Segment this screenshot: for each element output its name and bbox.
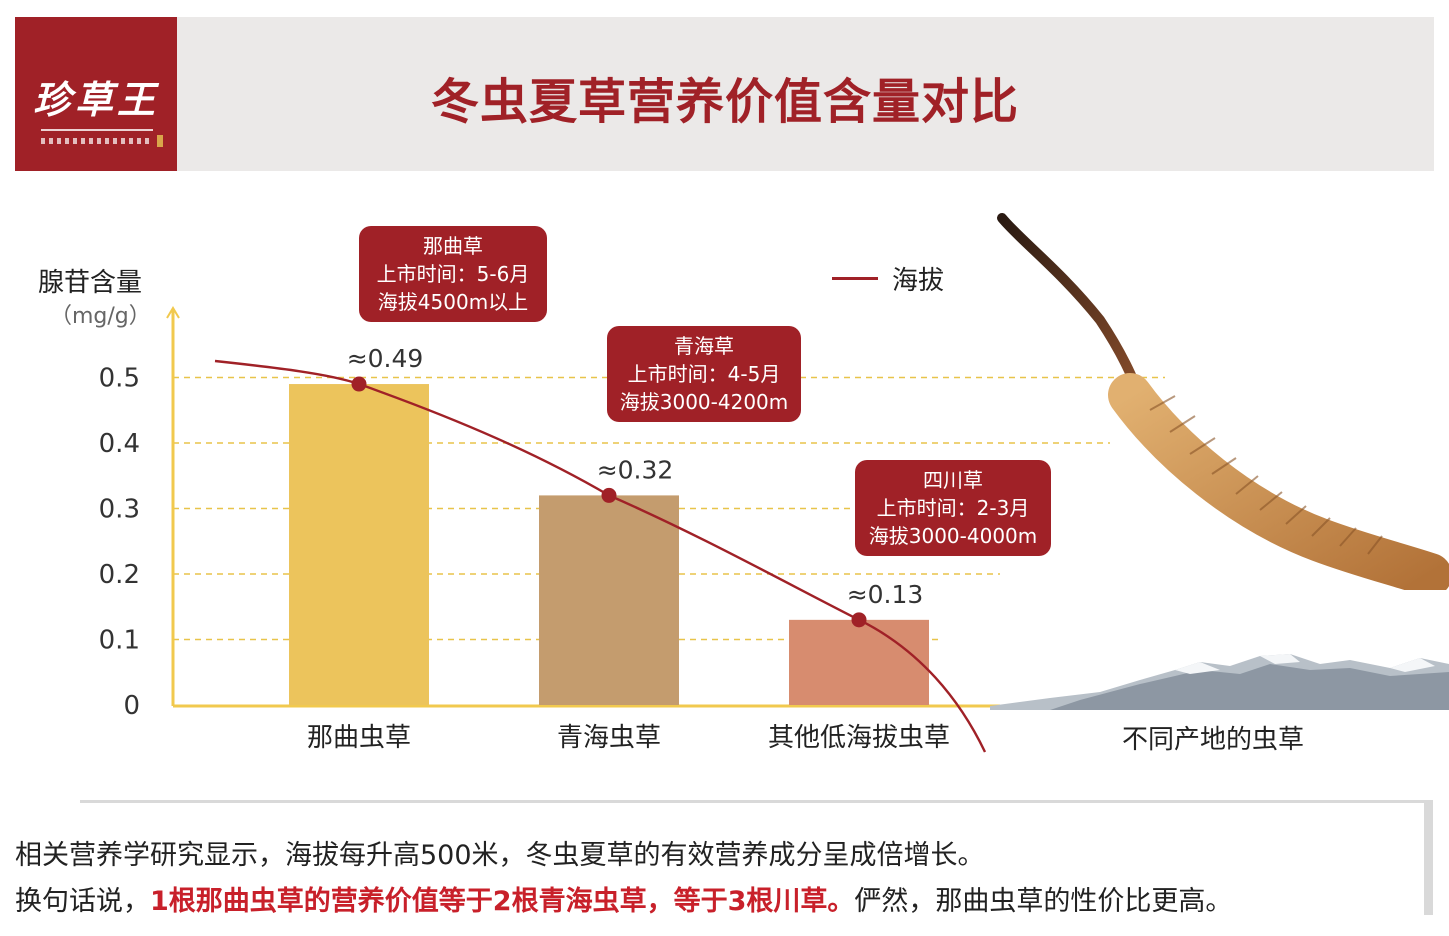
altitude-point	[601, 487, 617, 503]
y-axis-unit: （mg/g）	[50, 304, 151, 329]
note-frame-right	[1424, 800, 1433, 915]
note-line-2-prefix: 换句话说，	[15, 886, 150, 917]
callout-naqu: 那曲草 上市时间：5-6月 海拔4500m以上	[359, 226, 547, 322]
note-line-2: 换句话说，1根那曲虫草的营养价值等于2根青海虫草，等于3根川草。俨然，那曲虫草的…	[15, 879, 1232, 925]
cordyceps-image	[997, 213, 1449, 590]
mountain-range-image	[990, 654, 1449, 710]
callout-naqu-season: 上市时间：5-6月	[376, 262, 530, 286]
note-frame-top	[80, 800, 1433, 803]
callout-qinghai: 青海草 上市时间：4-5月 海拔3000-4200m	[607, 326, 801, 422]
logo-script	[41, 138, 153, 144]
altitude-point	[851, 612, 867, 628]
x-category-label: 青海虫草	[557, 723, 661, 753]
brand-logo: 珍草王	[15, 17, 177, 171]
y-tick-label: 0	[123, 691, 140, 721]
bar-value-label: ≈0.49	[347, 344, 424, 373]
logo-underline	[41, 129, 153, 131]
page-title: 冬虫夏草营养价值含量对比	[430, 74, 1019, 130]
bar	[789, 619, 929, 705]
logo-text: 珍草王	[32, 77, 159, 122]
note-line-2-highlight: 1根那曲虫草的营养价值等于2根青海虫草，等于3根川草。	[150, 886, 855, 917]
callout-sichuan-title: 四川草	[923, 468, 983, 492]
callout-qinghai-title: 青海草	[674, 334, 734, 358]
y-axis-arrow	[166, 306, 180, 319]
bar-value-label: ≈0.32	[597, 455, 674, 484]
bar	[539, 495, 679, 705]
chart-legend: 海拔	[832, 262, 945, 296]
x-category-other: 不同产地的虫草	[1122, 725, 1305, 755]
callout-sichuan-season: 上市时间：2-3月	[876, 496, 1030, 520]
x-category-label: 其他低海拔虫草	[768, 723, 950, 753]
header-bar	[15, 17, 1434, 171]
callout-naqu-altitude: 海拔4500m以上	[377, 290, 529, 314]
callout-naqu-title: 那曲草	[423, 234, 483, 258]
callout-sichuan-altitude: 海拔3000-4000m	[868, 524, 1038, 548]
x-category-label: 那曲虫草	[307, 723, 411, 753]
altitude-point	[351, 376, 367, 392]
y-tick-label: 0.4	[99, 429, 140, 459]
callout-qinghai-altitude: 海拔3000-4200m	[619, 390, 789, 414]
research-note: 相关营养学研究显示，海拔每升高500米，冬虫夏草的有效营养成分呈成倍增长。 换句…	[15, 833, 1232, 925]
legend-label-altitude: 海拔	[892, 265, 945, 296]
y-tick-label: 0.5	[99, 364, 140, 394]
y-tick-label: 0.2	[99, 560, 140, 590]
y-tick-label: 0.1	[99, 626, 140, 656]
note-line-1: 相关营养学研究显示，海拔每升高500米，冬虫夏草的有效营养成分呈成倍增长。	[15, 840, 985, 871]
bar-value-label: ≈0.13	[847, 580, 924, 609]
legend-line-swatch	[832, 276, 878, 280]
callout-sichuan: 四川草 上市时间：2-3月 海拔3000-4000m	[855, 460, 1051, 556]
bar-chart: 0 0.1 0.2 0.3 0.4 0.5 ≈0.49 那曲虫草 ≈0.32 青海虫草 ≈0.13 其…	[99, 306, 1165, 753]
note-line-2-suffix: 俨然，那曲虫草的性价比更高。	[854, 886, 1233, 917]
y-tick-label: 0.3	[99, 495, 140, 525]
bar	[289, 384, 429, 705]
callout-qinghai-season: 上市时间：4-5月	[627, 362, 781, 386]
y-axis-label: 腺苷含量	[38, 268, 143, 298]
logo-seal	[157, 135, 163, 147]
